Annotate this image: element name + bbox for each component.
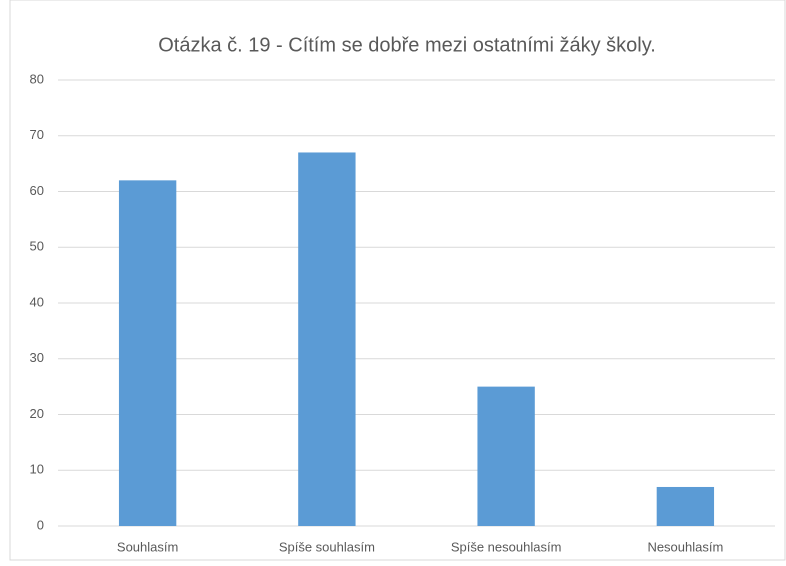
x-tick-label: Spíše souhlasím [279,539,375,554]
x-tick-label: Nesouhlasím [647,539,723,554]
y-tick-label: 70 [30,127,44,142]
y-tick-label: 20 [30,406,44,421]
y-tick-label: 30 [30,350,44,365]
x-tick-label: Spíše nesouhlasím [451,539,562,554]
y-tick-label: 80 [30,71,44,86]
y-tick-label: 50 [30,239,44,254]
chart-title: Otázka č. 19 - Cítím se dobře mezi ostat… [158,34,656,56]
bar [118,180,177,526]
bar [298,152,356,526]
y-tick-label: 40 [30,294,44,309]
bar [477,386,535,526]
y-tick-label: 0 [37,517,44,532]
y-tick-label: 10 [30,462,44,477]
y-tick-label: 60 [30,183,44,198]
bar [656,486,715,526]
x-tick-label: Souhlasím [117,539,178,554]
